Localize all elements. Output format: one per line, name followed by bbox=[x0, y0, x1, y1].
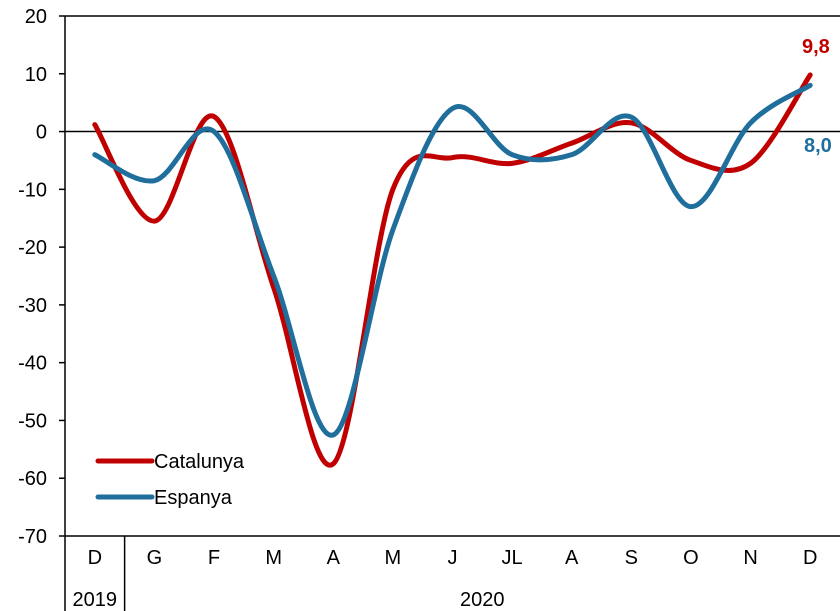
axes bbox=[59, 15, 840, 611]
legend: Catalunya Espanya bbox=[95, 451, 245, 509]
y-tick-label: -60 bbox=[18, 468, 47, 490]
legend-label-catalunya: Catalunya bbox=[154, 451, 245, 473]
series-lines bbox=[92, 72, 813, 468]
series-line-espanya bbox=[92, 82, 813, 438]
year-label-2020: 2020 bbox=[460, 589, 505, 611]
y-tick-label: 20 bbox=[25, 6, 47, 28]
y-tick-label: -40 bbox=[18, 353, 47, 375]
x-category-label: F bbox=[208, 547, 220, 569]
x-category-label: JL bbox=[502, 547, 523, 569]
y-tick-label: -20 bbox=[18, 237, 47, 259]
x-category-label: J bbox=[448, 547, 458, 569]
legend-label-espanya: Espanya bbox=[154, 487, 233, 509]
end-label-espanya: 8,0 bbox=[804, 135, 832, 157]
x-category-label: O bbox=[683, 547, 699, 569]
y-tick-label: -50 bbox=[18, 410, 47, 432]
x-category-label: S bbox=[625, 547, 638, 569]
end-label-catalunya: 9,8 bbox=[802, 36, 830, 58]
y-tick-label: -70 bbox=[18, 526, 47, 548]
x-category-label: A bbox=[327, 547, 341, 569]
y-tick-label: 0 bbox=[36, 122, 47, 144]
y-tick-label: 10 bbox=[25, 64, 47, 86]
series-line-catalunya bbox=[92, 72, 813, 468]
y-tick-label: -30 bbox=[18, 295, 47, 317]
x-category-labels: D G F M A M J JL A S O N D 2019 2020 bbox=[73, 547, 818, 611]
x-category-label: M bbox=[385, 547, 402, 569]
y-tick-labels: 20 10 0 -10 -20 -30 -40 -50 -60 -70 bbox=[18, 6, 47, 548]
x-category-label: M bbox=[265, 547, 282, 569]
x-category-label: A bbox=[565, 547, 579, 569]
y-tick-label: -10 bbox=[18, 179, 47, 201]
x-category-label: N bbox=[743, 547, 757, 569]
end-labels: 9,8 8,0 bbox=[802, 36, 832, 157]
x-category-label: D bbox=[803, 547, 817, 569]
year-label-2019: 2019 bbox=[73, 589, 118, 611]
x-category-label: D bbox=[88, 547, 102, 569]
x-category-label: G bbox=[147, 547, 163, 569]
